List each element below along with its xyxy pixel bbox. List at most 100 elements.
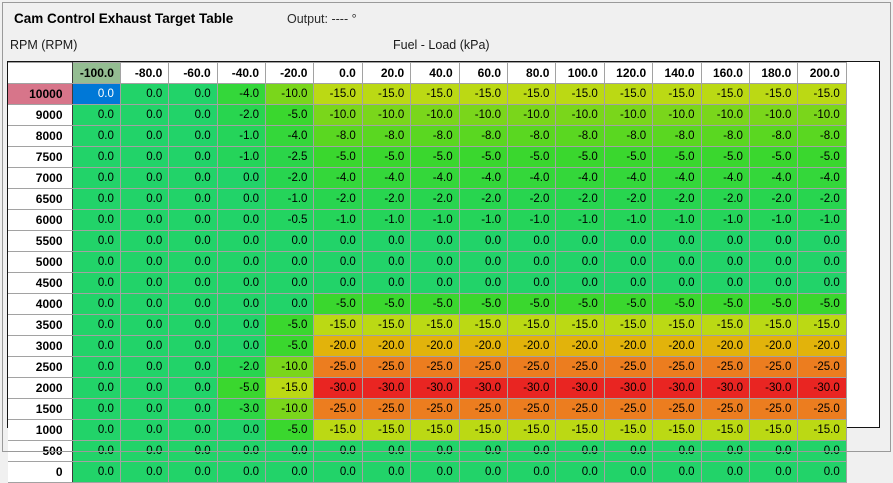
table-cell[interactable]: -5.0 — [507, 293, 557, 315]
table-cell[interactable]: -8.0 — [313, 125, 363, 147]
table-cell[interactable]: -25.0 — [410, 356, 460, 378]
table-cell[interactable]: 0.0 — [119, 230, 170, 252]
table-cell[interactable]: -25.0 — [458, 356, 509, 378]
table-cell[interactable]: -30.0 — [748, 377, 799, 399]
table-cell[interactable]: -15.0 — [748, 314, 799, 336]
row-header[interactable]: 0 — [8, 461, 73, 483]
table-cell[interactable]: -20.0 — [797, 335, 847, 357]
table-cell[interactable]: -15.0 — [555, 419, 605, 441]
table-cell[interactable]: -20.0 — [313, 335, 363, 357]
table-cell[interactable]: 0.0 — [71, 104, 121, 126]
table-cell[interactable]: -8.0 — [507, 125, 557, 147]
table-cell[interactable]: -20.0 — [652, 335, 702, 357]
table-cell[interactable]: -8.0 — [700, 125, 750, 147]
table-cell[interactable]: -15.0 — [797, 314, 847, 336]
table-cell[interactable]: 0.0 — [71, 440, 121, 462]
table-cell[interactable]: 0.0 — [265, 230, 315, 252]
table-cell[interactable]: 0.0 — [361, 230, 412, 252]
table-cell[interactable]: 0.0 — [71, 314, 121, 336]
col-header[interactable]: -40.0 — [216, 62, 267, 84]
table-cell[interactable]: -5.0 — [748, 293, 799, 315]
table-cell[interactable]: -4.0 — [797, 167, 847, 189]
table-cell[interactable]: 0.0 — [265, 272, 315, 294]
table-cell[interactable]: 0.0 — [555, 251, 605, 273]
table-cell[interactable]: 0.0 — [507, 461, 557, 483]
table-cell[interactable]: -15.0 — [265, 377, 315, 399]
table-cell[interactable]: -25.0 — [652, 356, 702, 378]
table-cell[interactable]: -4.0 — [555, 167, 605, 189]
table-cell[interactable]: 0.0 — [748, 272, 799, 294]
table-cell[interactable]: 0.0 — [168, 377, 218, 399]
table-cell[interactable]: 0.0 — [119, 398, 170, 420]
table-cell[interactable]: 0.0 — [410, 440, 460, 462]
table-cell[interactable]: -15.0 — [797, 419, 847, 441]
table-cell[interactable]: -30.0 — [361, 377, 412, 399]
table-cell[interactable]: -30.0 — [797, 377, 847, 399]
table-cell[interactable]: 0.0 — [119, 293, 170, 315]
table-cell[interactable]: -1.0 — [507, 209, 557, 231]
col-header[interactable]: 200.0 — [797, 62, 847, 84]
table-cell[interactable]: -5.0 — [265, 104, 315, 126]
table-cell[interactable]: -30.0 — [700, 377, 750, 399]
table-cell[interactable]: -1.0 — [216, 125, 267, 147]
table-cell[interactable]: -5.0 — [797, 146, 847, 168]
table-cell[interactable]: -10.0 — [507, 104, 557, 126]
table-cell[interactable]: -8.0 — [603, 125, 654, 147]
row-header[interactable]: 5500 — [8, 230, 73, 252]
table-cell[interactable]: 0.0 — [71, 188, 121, 210]
table-cell[interactable]: -1.0 — [410, 209, 460, 231]
table-cell[interactable]: -5.0 — [555, 293, 605, 315]
table-cell[interactable]: -25.0 — [507, 356, 557, 378]
table-cell[interactable]: -15.0 — [458, 314, 509, 336]
table-cell[interactable]: -2.0 — [797, 188, 847, 210]
table-cell[interactable]: 0.0 — [71, 377, 121, 399]
table-cell[interactable]: -5.0 — [797, 293, 847, 315]
table-cell[interactable]: -2.0 — [313, 188, 363, 210]
table-cell[interactable]: -20.0 — [410, 335, 460, 357]
table-cell[interactable]: 0.0 — [555, 461, 605, 483]
table-cell[interactable]: 0.0 — [603, 461, 654, 483]
table-cell[interactable]: 0.0 — [119, 251, 170, 273]
table-cell[interactable]: -5.0 — [555, 146, 605, 168]
table-cell[interactable]: -20.0 — [507, 335, 557, 357]
table-cell[interactable]: 0.0 — [168, 419, 218, 441]
table-cell[interactable]: -15.0 — [361, 419, 412, 441]
row-header[interactable]: 3500 — [8, 314, 73, 336]
table-cell[interactable]: 0.0 — [71, 272, 121, 294]
table-cell[interactable]: -4.0 — [507, 167, 557, 189]
table-cell[interactable]: 0.0 — [265, 251, 315, 273]
table-cell[interactable]: 0.0 — [168, 251, 218, 273]
table-cell[interactable]: -15.0 — [652, 314, 702, 336]
table-cell[interactable]: -25.0 — [555, 398, 605, 420]
table-cell[interactable]: -25.0 — [748, 398, 799, 420]
table-cell[interactable]: 0.0 — [71, 167, 121, 189]
table-cell[interactable]: -25.0 — [555, 356, 605, 378]
table-cell[interactable]: 0.0 — [410, 272, 460, 294]
table-cell[interactable]: -4.0 — [458, 167, 509, 189]
table-cell[interactable]: -15.0 — [313, 83, 363, 105]
table-cell[interactable]: -0.5 — [265, 209, 315, 231]
table-cell[interactable]: 0.0 — [652, 440, 702, 462]
table-cell[interactable]: 0.0 — [216, 209, 267, 231]
table-cell[interactable]: 0.0 — [313, 461, 363, 483]
table-cell[interactable]: -8.0 — [555, 125, 605, 147]
table-cell[interactable]: 0.0 — [652, 230, 702, 252]
table-cell[interactable]: -10.0 — [265, 356, 315, 378]
table-cell[interactable]: -2.0 — [748, 188, 799, 210]
table-cell[interactable]: -5.0 — [216, 377, 267, 399]
table-cell[interactable]: 0.0 — [216, 272, 267, 294]
table-cell[interactable]: 0.0 — [216, 293, 267, 315]
col-header[interactable]: -100.0 — [71, 62, 121, 84]
table-cell[interactable]: 0.0 — [458, 461, 509, 483]
table-cell[interactable]: -15.0 — [410, 419, 460, 441]
table-cell[interactable]: 0.0 — [168, 167, 218, 189]
table-cell[interactable]: 0.0 — [119, 125, 170, 147]
table-cell[interactable]: 0.0 — [119, 461, 170, 483]
table-cell[interactable]: -25.0 — [313, 398, 363, 420]
table-cell[interactable]: 0.0 — [313, 251, 363, 273]
table-cell[interactable]: -25.0 — [700, 398, 750, 420]
table-cell[interactable]: -4.0 — [748, 167, 799, 189]
col-header[interactable]: 80.0 — [507, 62, 557, 84]
table-cell[interactable]: 0.0 — [507, 251, 557, 273]
row-header[interactable]: 6500 — [8, 188, 73, 210]
